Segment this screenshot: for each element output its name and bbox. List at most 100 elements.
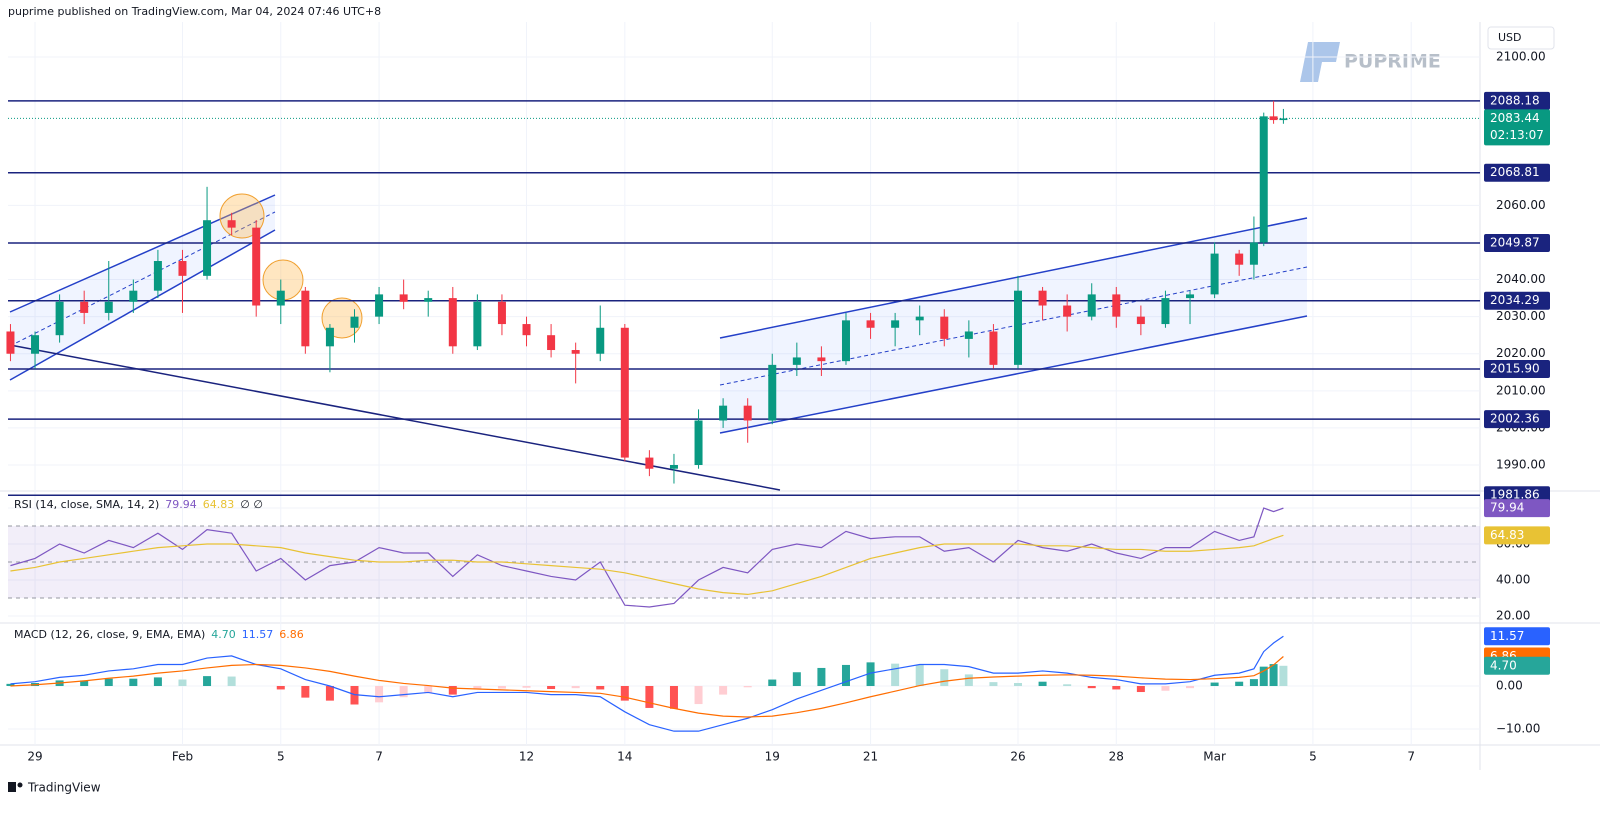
candle-body	[1235, 253, 1244, 265]
histogram-bar	[104, 678, 113, 687]
histogram-bar	[203, 676, 212, 687]
histogram-bar	[1014, 682, 1023, 687]
level-label: 2088.18	[1490, 93, 1540, 107]
y-tick-label: 40.00	[1496, 573, 1530, 587]
candle-body	[153, 261, 162, 291]
histogram-bar	[547, 686, 556, 690]
x-tick-label: Feb	[172, 750, 193, 764]
candle-body	[252, 227, 261, 306]
y-tick-label: 0.00	[1496, 679, 1523, 693]
candle-body	[891, 320, 900, 328]
candle-body	[31, 335, 40, 354]
histogram-bar	[719, 686, 728, 695]
level-label: 2002.36	[1490, 412, 1540, 426]
x-tick-label: 5	[1309, 750, 1317, 764]
level-label-box	[1484, 233, 1550, 252]
histogram-bar	[522, 686, 531, 688]
x-tick-label: 19	[765, 750, 780, 764]
candle-body	[1112, 294, 1121, 317]
x-tick-label: 29	[27, 750, 42, 764]
last-price: 2083.44	[1490, 111, 1540, 125]
candle-body	[104, 301, 113, 313]
level-label-box	[1484, 410, 1550, 429]
histogram-bar	[1259, 666, 1268, 687]
histogram-bar	[1249, 679, 1258, 687]
level-label: 2068.81	[1490, 165, 1540, 179]
histogram-bar	[596, 686, 605, 690]
candle-body	[227, 220, 236, 228]
histogram-bar	[276, 686, 285, 690]
y-tick-label: 2040.00	[1496, 272, 1546, 286]
level-label: 1981.86	[1490, 488, 1540, 502]
legend-value: 79.94	[165, 498, 197, 511]
candle-body	[497, 301, 506, 325]
channel-lower	[9, 229, 276, 381]
histogram-bar	[1235, 681, 1244, 687]
candle-body	[203, 220, 212, 276]
candle-body	[399, 294, 408, 302]
candle-body	[301, 290, 310, 347]
histogram-bar	[964, 674, 973, 687]
candle-body	[719, 405, 728, 421]
histogram-bar	[325, 686, 334, 701]
legend-value: 64.83	[203, 498, 235, 511]
histogram-bar	[1186, 686, 1195, 689]
level-label: 2049.87	[1490, 235, 1540, 249]
axis-value-label-box	[1484, 526, 1550, 545]
candle-body	[1038, 290, 1047, 306]
candle-body	[473, 301, 482, 347]
axis-value-label-box	[1484, 656, 1550, 675]
currency-box	[1487, 26, 1555, 50]
legend-value: 6.86	[279, 628, 304, 641]
candle-body	[792, 357, 801, 365]
candle-body	[1210, 253, 1219, 295]
histogram-bar	[1210, 682, 1219, 687]
level-label-box	[1484, 291, 1550, 310]
histogram-bar	[350, 686, 359, 705]
histogram-bar	[571, 686, 580, 689]
y-tick-label: 2010.00	[1496, 383, 1546, 397]
histogram-bar	[1279, 665, 1288, 687]
histogram-bar	[6, 683, 15, 687]
candle-body	[620, 327, 629, 458]
histogram-bar	[227, 676, 236, 687]
histogram-bar	[669, 686, 678, 709]
histogram-bar	[817, 667, 826, 687]
candle-body	[989, 331, 998, 365]
candle-body	[1161, 298, 1170, 325]
channel-mid	[719, 266, 1308, 386]
level-label-box	[1484, 359, 1550, 378]
candle-body	[645, 457, 654, 469]
x-tick-label: 5	[277, 750, 285, 764]
candle-body	[522, 324, 531, 336]
legend-title: MACD (12, 26, close, 9, EMA, EMA)	[14, 628, 205, 641]
candle-body	[448, 298, 457, 347]
level-label-box	[1484, 163, 1550, 182]
candle-body	[1259, 116, 1268, 243]
x-tick-label: Mar	[1203, 750, 1226, 764]
histogram-bar	[1136, 686, 1145, 693]
histogram-bar	[694, 686, 703, 705]
candle-body	[964, 331, 973, 339]
histogram-bar	[743, 686, 752, 688]
candle-body	[1014, 290, 1023, 365]
y-tick-label: 2100.00	[1496, 50, 1546, 64]
candle-body	[694, 420, 703, 466]
histogram-bar	[1063, 684, 1072, 687]
line-series	[10, 507, 1284, 608]
candle-body	[80, 301, 89, 313]
x-tick-label: 14	[617, 750, 632, 764]
axis-value-label: 4.70	[1490, 658, 1517, 672]
histogram-bar	[1112, 686, 1121, 690]
candle-body	[940, 316, 949, 339]
histogram-bar	[940, 669, 949, 687]
axis-value-label: 64.83	[1490, 528, 1524, 542]
histogram-bar	[1087, 686, 1096, 689]
histogram-bar	[841, 664, 850, 687]
candle-body	[571, 350, 580, 354]
level-label: 2034.29	[1490, 293, 1540, 307]
histogram-bar	[153, 677, 162, 687]
histogram-bar	[473, 686, 482, 690]
candle-body	[841, 320, 850, 362]
histogram-bar	[866, 662, 875, 687]
